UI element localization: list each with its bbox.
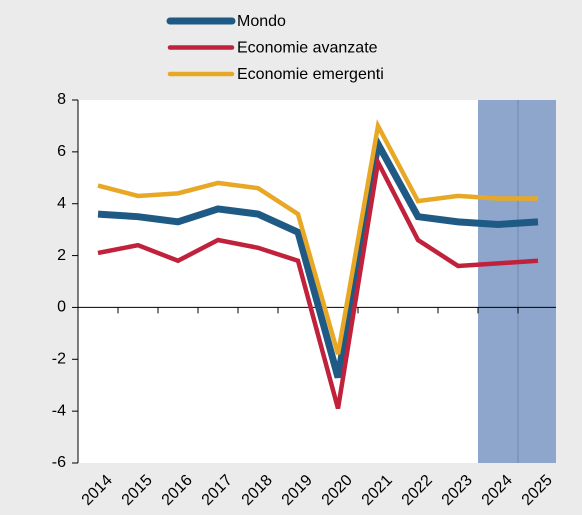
y-tick-label: 8	[57, 91, 66, 108]
y-tick-label: -6	[52, 454, 66, 471]
y-tick-label: 6	[57, 143, 66, 160]
x-tick-label: 2021	[359, 472, 396, 509]
x-tick-label: 2018	[239, 472, 276, 509]
y-tick-label: 2	[57, 247, 66, 264]
forecast-shade	[478, 100, 556, 463]
legend-label: Economie emergenti	[237, 66, 384, 83]
y-tick-label: -2	[52, 351, 66, 368]
series-line	[97, 119, 538, 355]
legend-label: Economie avanzate	[237, 40, 378, 57]
x-tick-label: 2025	[519, 472, 556, 509]
series-line	[97, 155, 539, 410]
x-tick-label: 2017	[199, 472, 236, 509]
x-tick-label: 2015	[119, 472, 156, 509]
x-tick-label: 2020	[319, 472, 356, 509]
y-tick-label: 4	[57, 195, 66, 212]
x-tick-label: 2014	[79, 472, 116, 509]
y-tick-label: -4	[52, 402, 66, 419]
x-tick-label: 2024	[479, 472, 516, 509]
series-line	[97, 133, 539, 379]
y-tick-label: 0	[57, 299, 66, 316]
x-tick-label: 2023	[439, 472, 476, 509]
x-tick-label: 2022	[399, 472, 436, 509]
x-tick-label: 2016	[159, 472, 196, 509]
legend-label: Mondo	[237, 13, 286, 30]
x-tick-label: 2019	[279, 472, 316, 509]
